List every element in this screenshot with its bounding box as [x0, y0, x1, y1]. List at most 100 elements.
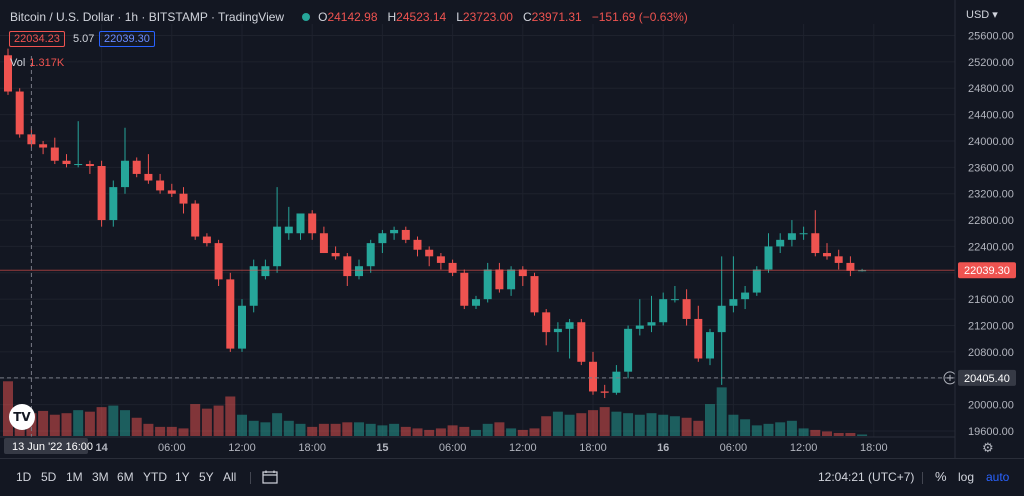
volume-bar [693, 420, 704, 436]
candles [4, 48, 867, 399]
price-tick-label: 24000.00 [968, 136, 1014, 148]
volume-bar [131, 417, 142, 436]
buy-price-button[interactable]: 22039.30 [99, 31, 155, 47]
candle-body [483, 269, 492, 300]
volume-bar [49, 414, 60, 436]
tradingview-logo-icon[interactable]: TV [9, 404, 35, 430]
candle-body [62, 160, 71, 165]
candle-body [858, 270, 867, 272]
volume-bar [412, 428, 423, 436]
open-value: 24142.98 [327, 10, 378, 24]
candle-body [85, 164, 94, 167]
close-value: 23971.31 [531, 10, 582, 24]
crosshair-price-label: 20405.40 [964, 373, 1010, 385]
log-scale-button[interactable]: log [958, 470, 975, 484]
price-tick-label: 25200.00 [968, 57, 1014, 69]
volume-bar [435, 428, 446, 436]
volume-bar [541, 416, 552, 436]
candle-body [448, 262, 457, 273]
volume-bar [84, 411, 95, 436]
candle-body [752, 269, 761, 293]
candle-body [647, 322, 656, 326]
candle-body [308, 213, 317, 234]
candle-body [811, 233, 820, 254]
date-range-icon[interactable] [262, 470, 278, 484]
candle-body [846, 262, 855, 271]
range-5y-button[interactable]: 5Y [199, 470, 214, 484]
volume-bar [166, 426, 177, 436]
candle-body [787, 233, 796, 240]
volume-bar [471, 429, 481, 436]
toolbar-divider [922, 472, 923, 484]
volume-bar [143, 423, 154, 436]
candle-body [612, 371, 621, 393]
chevron-down-icon: ▾ [992, 9, 998, 21]
candle-body [413, 239, 422, 250]
time-tick-label: 06:00 [158, 442, 186, 454]
volume-bar [740, 419, 751, 436]
candle-body [635, 325, 644, 329]
time-tick-label: 06:00 [720, 442, 748, 454]
range-all-button[interactable]: All [223, 470, 237, 484]
volume-bar [3, 381, 13, 436]
volume-bar [751, 425, 762, 436]
volume-bar [190, 404, 201, 436]
volume-bar [775, 422, 786, 436]
chart-grid [0, 24, 955, 437]
candle-body [226, 279, 235, 349]
price-tick-label: 24400.00 [968, 110, 1014, 122]
candle-body [401, 229, 410, 240]
volume-bar [389, 423, 400, 436]
time-axis: 14 06:00 12:00 18:00 15 06:00 12:00 18:00 16 06:0… [0, 436, 994, 456]
candle-body [670, 299, 679, 301]
sell-price-button[interactable]: 22034.23 [9, 31, 65, 47]
price-tick-label: 20000.00 [968, 400, 1014, 412]
range-1d-button[interactable]: 1D [16, 470, 32, 484]
volume-value: 1.317K [29, 57, 65, 69]
symbol-title[interactable]: Bitcoin / U.S. Dollar · 1h · BITSTAMP · … [10, 10, 285, 24]
price-tick-label: 23200.00 [968, 189, 1014, 201]
candle-body [507, 269, 516, 290]
range-6m-button[interactable]: 6M [117, 470, 134, 484]
candle-body [214, 243, 223, 280]
range-1m-button[interactable]: 1M [66, 470, 83, 484]
candle-body [530, 276, 539, 313]
candle-body [15, 91, 24, 135]
currency-selector[interactable]: USD ▾ [966, 8, 998, 21]
time-tick-label: 14 [95, 442, 108, 454]
price-axis: 25600.00 25200.00 24800.00 24400.00 24000.00… [954, 0, 1024, 458]
candle-body [390, 229, 399, 234]
clock-timezone[interactable]: 12:04:21 (UTC+7) [818, 470, 915, 484]
gear-icon[interactable]: ⚙ [982, 441, 994, 456]
range-1y-button[interactable]: 1Y [175, 470, 190, 484]
time-tick-label: 06:00 [439, 442, 467, 454]
high-value: 24523.14 [396, 10, 447, 24]
volume-bar [857, 434, 868, 436]
candle-body [366, 243, 375, 267]
range-5d-button[interactable]: 5D [41, 470, 57, 484]
volume-bar [634, 414, 645, 436]
time-tick-label: 12:00 [228, 442, 256, 454]
candle-body [495, 269, 504, 290]
volume-bar [506, 428, 517, 436]
volume-bar [96, 407, 107, 436]
volume-bar [342, 422, 353, 436]
volume-bar [786, 420, 797, 436]
auto-scale-button[interactable]: auto [986, 470, 1010, 484]
range-3m-button[interactable]: 3M [92, 470, 109, 484]
volume-bar [459, 426, 470, 436]
volume-bar [178, 428, 189, 436]
volume-bar [424, 429, 435, 436]
close-label: C [522, 10, 532, 24]
low-label: L [456, 10, 463, 24]
candle-body [284, 226, 293, 234]
volume-bar [447, 425, 458, 436]
range-ytd-button[interactable]: YTD [143, 470, 167, 484]
candle-body [764, 246, 773, 270]
volume-bar [681, 417, 692, 436]
percent-scale-button[interactable]: % [935, 469, 947, 484]
time-tick-label: 18:00 [298, 442, 326, 454]
price-tick-label: 21600.00 [968, 294, 1014, 306]
price-tick-label: 23600.00 [968, 162, 1014, 174]
